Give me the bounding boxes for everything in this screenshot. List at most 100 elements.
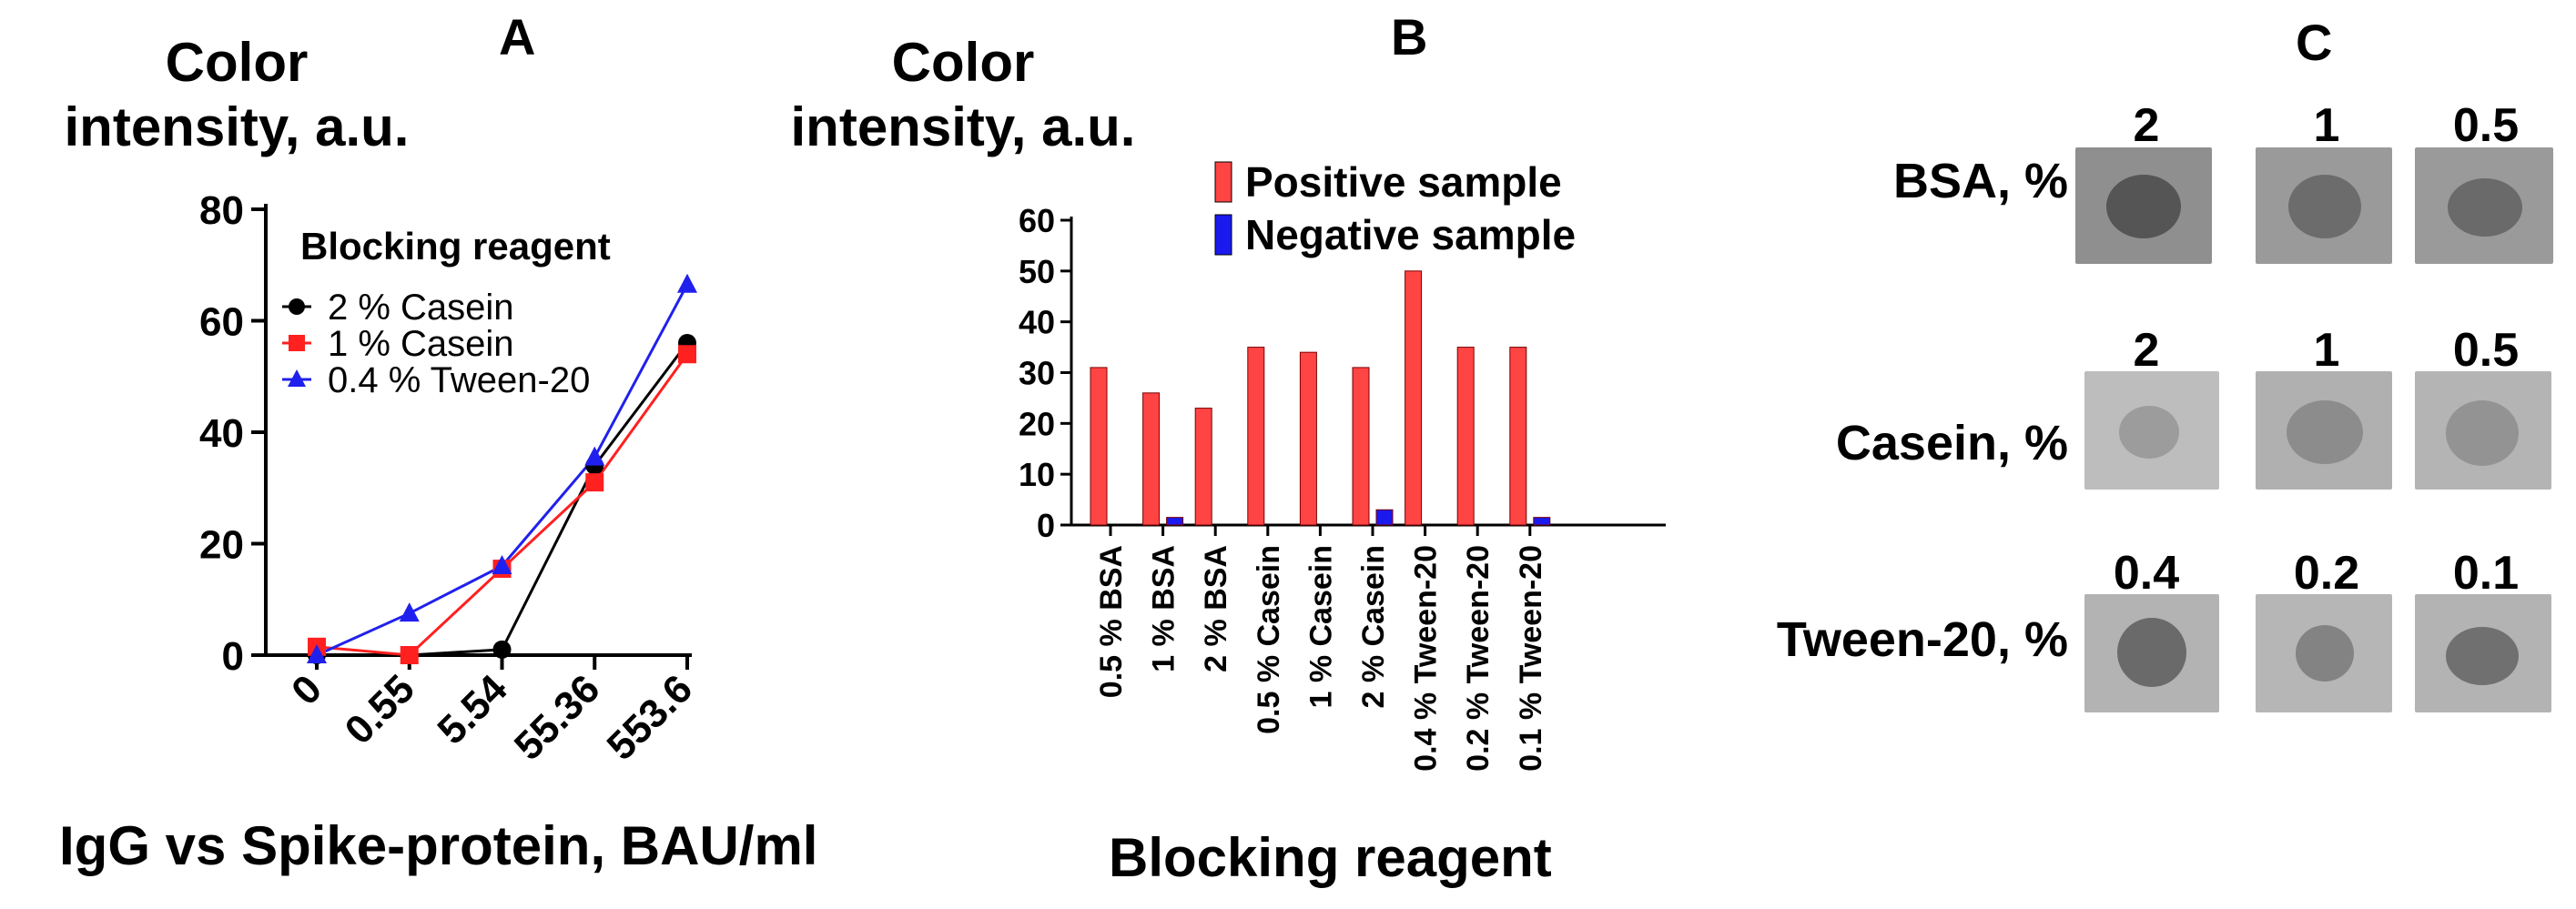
bar: [1533, 517, 1551, 526]
x-tick-label: 553.6: [599, 666, 702, 769]
y-tick-label: 60: [199, 300, 244, 345]
data-point: [678, 345, 696, 364]
blot-image: [2415, 371, 2551, 490]
col-label: 0.5: [2452, 99, 2520, 152]
blot-spot: [2446, 627, 2519, 685]
col-label: 0.4: [2113, 547, 2180, 600]
bar: [1194, 408, 1212, 526]
x-tick-label: 0.4 % Tween-20: [1409, 545, 1444, 772]
blot-spot: [2288, 175, 2361, 238]
blot-image: [2256, 147, 2392, 264]
y-tick-label: 20: [1019, 405, 1055, 442]
blot-image: [2084, 371, 2219, 490]
blot-image: [2084, 594, 2219, 712]
blot-image: [2256, 371, 2392, 490]
blot-image: [2415, 594, 2551, 712]
legend-label: Negative sample: [1245, 211, 1576, 258]
y-tick-label: 40: [1019, 304, 1055, 341]
bar: [1166, 517, 1184, 526]
x-tick-label: 2 % Casein: [1356, 545, 1391, 709]
x-tick-label: 0.1 % Tween-20: [1514, 545, 1548, 772]
chart-b-ylabel-line2: intensity, a.u.: [790, 96, 1136, 157]
data-point: [584, 446, 605, 466]
data-point: [307, 644, 327, 663]
y-tick-label: 0: [1037, 507, 1055, 544]
bar: [1456, 347, 1475, 526]
blot-spot: [2287, 400, 2363, 464]
y-tick-label: 30: [1019, 355, 1055, 392]
y-tick-label: 40: [199, 411, 244, 456]
legend-swatch: [1214, 214, 1232, 256]
chart-b-ylabel-line1: Color: [891, 32, 1035, 93]
blot-spot: [2119, 406, 2179, 459]
blot-spot: [2106, 175, 2181, 238]
legend-title: Blocking reagent: [300, 225, 611, 268]
y-tick-label: 10: [1019, 456, 1055, 493]
data-point: [492, 640, 512, 659]
legend-label: 2 % Casein: [328, 288, 514, 328]
col-label: 0.1: [2452, 547, 2520, 600]
col-label: 2: [2133, 99, 2160, 152]
y-tick-label: 50: [1019, 253, 1055, 290]
chart-b-xlabel: Blocking reagent: [1109, 827, 1552, 888]
bar: [1509, 347, 1527, 526]
chart-b: 0 10 20 30 40 50 60 0.5 % BSA 1 % BSA 2 % BSA 0.5 …: [1019, 158, 1666, 772]
x-tick-label: 0: [283, 666, 330, 713]
legend-label: 0.4 % Tween-20: [328, 360, 590, 400]
bar: [1142, 392, 1161, 526]
y-tick-label: 20: [199, 523, 244, 568]
legend-marker: [288, 369, 306, 387]
bar: [1247, 347, 1265, 526]
chart-a-ylabel-line1: Color: [165, 32, 309, 93]
bar: [1352, 367, 1370, 526]
panel-label-a: A: [499, 8, 536, 66]
x-tick-label: 5.54: [429, 666, 516, 753]
blot-image: [2415, 147, 2553, 264]
col-label: 1: [2313, 99, 2340, 152]
x-tick-label: 0.2 % Tween-20: [1461, 545, 1496, 772]
x-tick-label: 0.55: [337, 666, 423, 752]
panel-label-b: B: [1391, 8, 1428, 66]
data-point: [492, 555, 512, 574]
data-point: [585, 473, 604, 492]
x-tick-label: 2 % BSA: [1199, 545, 1233, 672]
y-tick-label: 80: [199, 188, 244, 233]
y-tick-label: 60: [1019, 202, 1055, 239]
chart-a-ylabel: Color intensity, a.u.: [0, 31, 473, 160]
panel-label-c: C: [2296, 14, 2333, 71]
blot-image: [2256, 594, 2392, 712]
legend-marker: [289, 335, 305, 351]
col-label: 0.5: [2452, 324, 2520, 377]
x-tick-label: 1 % BSA: [1147, 545, 1182, 672]
bar: [1090, 367, 1108, 526]
y-tick-label: 0: [222, 634, 244, 679]
row-label-casein: Casein, %: [1835, 416, 2068, 470]
row-label-bsa: BSA, %: [1892, 154, 2068, 208]
legend-label: Positive sample: [1245, 158, 1562, 206]
x-tick-label: 1 % Casein: [1303, 545, 1338, 709]
bar: [1299, 351, 1317, 526]
data-point: [400, 646, 419, 664]
x-tick-label: 55.36: [506, 666, 609, 769]
legend-marker: [289, 298, 305, 315]
chart-a-xlabel: IgG vs Spike-protein, BAU/ml: [59, 815, 818, 876]
blot-spot: [2446, 400, 2519, 466]
x-tick-label: 0.5 % BSA: [1094, 545, 1129, 698]
blot-spot: [2448, 178, 2522, 237]
blot-image: [2075, 147, 2212, 264]
col-label: 0.2: [2293, 547, 2360, 600]
data-point: [399, 602, 420, 622]
bar: [1375, 509, 1394, 526]
col-label: 1: [2313, 324, 2340, 377]
chart-b-ylabel: Color intensity, a.u.: [726, 31, 1200, 160]
chart-a-ylabel-line2: intensity, a.u.: [64, 96, 410, 157]
legend-swatch: [1214, 161, 1232, 203]
legend-label: 1 % Casein: [328, 324, 514, 364]
blot-spot: [2296, 625, 2354, 682]
col-label: 2: [2133, 324, 2160, 377]
blot-spot: [2117, 618, 2186, 687]
data-point: [677, 273, 697, 293]
x-tick-label: 0.5 % Casein: [1252, 545, 1286, 734]
bar: [1405, 270, 1423, 526]
